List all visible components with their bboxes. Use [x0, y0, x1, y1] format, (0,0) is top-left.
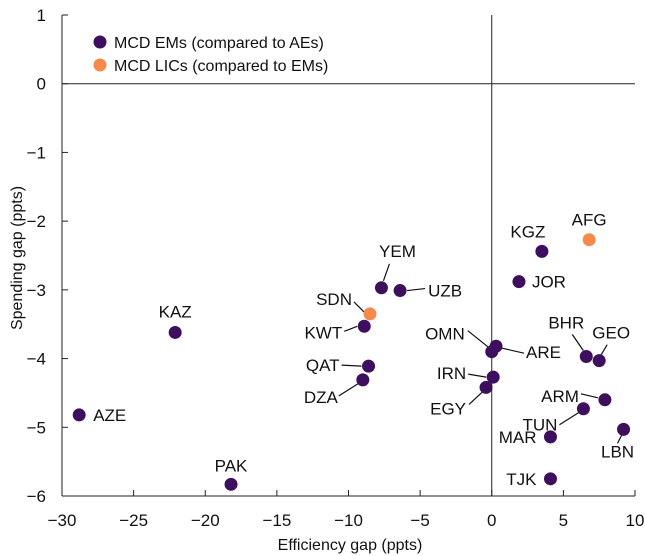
point-label-kwt: KWT — [304, 323, 342, 342]
leader-line-yem — [382, 263, 391, 281]
legend: MCD EMs (compared to AEs) MCD LICs (compa… — [93, 35, 328, 75]
leader-line-lbn — [617, 435, 623, 444]
leader-line-omn — [467, 330, 489, 348]
y-tick-label: −1 — [27, 143, 46, 162]
x-tick-label: −20 — [191, 511, 220, 530]
point-label-bhr: BHR — [548, 314, 584, 333]
point-label-geo: GEO — [592, 324, 630, 343]
leader-line-kwt — [344, 325, 358, 332]
legend-marker-2 — [93, 58, 107, 72]
point-label-yem: YEM — [379, 242, 416, 261]
x-tick-label: −5 — [410, 511, 429, 530]
data-point-are — [489, 339, 503, 353]
point-labels: AZE KAZ PAK YEM UZB KWT QAT DZA OMN ARE IRN EGY KGZ J… — [93, 211, 634, 489]
reference-lines — [62, 15, 635, 496]
point-label-mar: MAR — [499, 428, 537, 447]
data-point-dza — [356, 373, 370, 387]
leader-line-arm — [580, 393, 599, 399]
x-tick-label: −15 — [262, 511, 291, 530]
data-point-sdn — [363, 307, 377, 321]
y-tick-label: −2 — [27, 212, 46, 231]
x-tick-label: 0 — [487, 511, 496, 530]
data-points — [72, 233, 631, 491]
point-label-qat: QAT — [306, 356, 340, 375]
data-point-afg — [582, 233, 596, 247]
point-label-uzb: UZB — [428, 282, 462, 301]
point-label-aze: AZE — [93, 406, 126, 425]
y-tick-label: 1 — [37, 6, 46, 25]
point-label-arm: ARM — [541, 387, 579, 406]
y-tick-label: −3 — [27, 281, 46, 300]
point-label-kgz: KGZ — [510, 222, 545, 241]
point-label-dza: DZA — [304, 388, 339, 407]
data-point-bhr — [579, 350, 593, 364]
point-label-afg: AFG — [572, 211, 607, 230]
leader-line-bhr — [571, 334, 584, 351]
leader-line-uzb — [407, 287, 426, 292]
x-axis-title: Efficiency gap (ppts) — [278, 537, 423, 554]
leader-line-tun — [559, 412, 579, 426]
data-point-egy — [479, 380, 493, 394]
data-point-pak — [224, 477, 238, 491]
data-point-qat — [362, 359, 376, 373]
point-label-omn: OMN — [425, 325, 465, 344]
data-point-mar — [543, 430, 557, 444]
leader-lines — [338, 263, 623, 444]
leader-line-geo — [600, 344, 608, 355]
legend-marker-1 — [93, 35, 107, 49]
y-tick-label: 0 — [37, 75, 46, 94]
leader-line-qat — [341, 364, 362, 367]
data-point-lbn — [617, 422, 631, 436]
leader-line-sdn — [353, 301, 365, 313]
y-ticks: 1 0 −1 −2 −3 −4 −5 −6 — [27, 6, 68, 506]
data-point-tun — [576, 402, 590, 416]
point-label-tjk: TJK — [506, 470, 537, 489]
data-point-yem — [374, 281, 388, 295]
data-point-kaz — [168, 325, 182, 339]
point-label-jor: JOR — [532, 273, 566, 292]
data-point-irn — [486, 370, 500, 384]
data-point-aze — [72, 408, 86, 422]
data-point-kwt — [357, 319, 371, 333]
point-label-irn: IRN — [437, 364, 466, 383]
y-tick-label: −6 — [27, 487, 46, 506]
leader-line-dza — [338, 383, 359, 397]
legend-label-2: MCD LICs (compared to EMs) — [114, 58, 328, 75]
y-tick-label: −5 — [27, 418, 46, 437]
data-point-tjk — [543, 472, 557, 486]
x-tick-label: −30 — [48, 511, 77, 530]
point-label-pak: PAK — [215, 456, 248, 475]
point-label-kaz: KAZ — [159, 302, 192, 321]
leader-line-are — [501, 347, 525, 354]
x-tick-label: 5 — [559, 511, 568, 530]
point-label-lbn: LBN — [601, 442, 634, 461]
leader-line-irn — [468, 373, 487, 378]
x-ticks: −30 −25 −20 −15 −10 −5 0 5 10 — [48, 490, 645, 530]
y-tick-label: −4 — [27, 350, 46, 369]
x-tick-label: −25 — [119, 511, 148, 530]
data-point-uzb — [393, 284, 407, 298]
point-label-sdn: SDN — [316, 290, 352, 309]
y-axis-title: Spending gap (ppts) — [9, 186, 26, 330]
point-label-are: ARE — [526, 343, 561, 362]
legend-label-1: MCD EMs (compared to AEs) — [114, 35, 324, 52]
data-point-arm — [598, 393, 612, 407]
point-label-egy: EGY — [430, 399, 466, 418]
data-point-jor — [512, 275, 526, 289]
data-point-kgz — [535, 244, 549, 258]
x-tick-label: −10 — [334, 511, 363, 530]
leader-line-egy — [468, 390, 484, 405]
x-tick-label: 10 — [626, 511, 645, 530]
data-point-geo — [592, 354, 606, 368]
point-label-tun: TUN — [522, 416, 557, 435]
